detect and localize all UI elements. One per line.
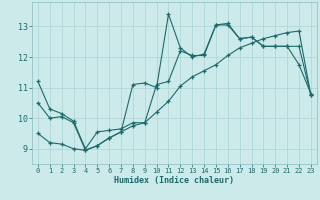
X-axis label: Humidex (Indice chaleur): Humidex (Indice chaleur) [115,176,234,185]
